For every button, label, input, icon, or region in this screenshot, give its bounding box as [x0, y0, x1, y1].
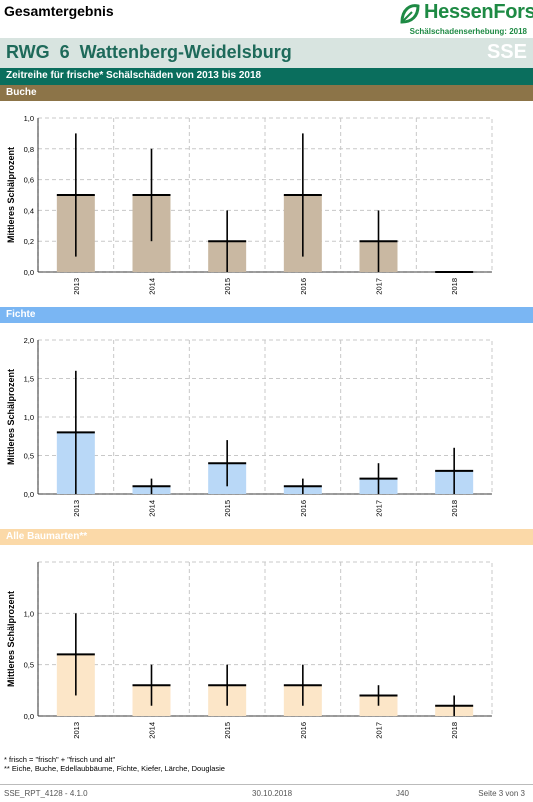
- x-tick-label: 2016: [299, 500, 308, 517]
- survey-label: Schälschadenserhebung: 2018: [409, 27, 527, 36]
- y-tick-label: 0,2: [24, 237, 34, 246]
- section-label: Fichte: [6, 309, 36, 320]
- y-tick-label: 0,6: [24, 176, 34, 185]
- footer-date: 30.10.2018: [252, 789, 293, 798]
- section-label: Buche: [6, 87, 37, 98]
- logo-text: HessenForst: [424, 1, 533, 23]
- x-tick-label: 2018: [450, 278, 459, 295]
- section-bar-fichte: Fichte: [0, 307, 533, 323]
- y-tick-label: 1,5: [24, 375, 34, 384]
- x-tick-label: 2015: [223, 278, 232, 295]
- section-label: Alle Baumarten**: [6, 531, 88, 542]
- y-axis-label: Mittleres Schälprozent: [6, 591, 16, 687]
- y-tick-label: 0,8: [24, 145, 34, 154]
- x-tick-label: 2013: [72, 722, 81, 739]
- x-tick-label: 2013: [72, 278, 81, 295]
- footnotes: * frisch = "frisch" + "frisch und alt" *…: [4, 755, 225, 773]
- region-title: RWG 6 Wattenberg-Weidelsburg: [6, 42, 292, 62]
- footer: SSE_RPT_4128 - 4.1.0 30.10.2018 J40 Seit…: [0, 786, 533, 802]
- x-tick-label: 2015: [223, 722, 232, 739]
- x-tick-label: 2017: [375, 278, 384, 295]
- y-tick-label: 0,0: [24, 490, 34, 499]
- subtitle-bar: Zeitreihe für frische* Schälschäden von …: [0, 68, 533, 85]
- y-axis-label: Mittleres Schälprozent: [6, 369, 16, 465]
- y-tick-label: 2,0: [24, 336, 34, 345]
- y-tick-label: 0,4: [24, 206, 34, 215]
- y-tick-label: 1,0: [24, 413, 34, 422]
- footnote-frisch: * frisch = "frisch" + "frisch und alt": [4, 755, 116, 764]
- footnote-baumarten: ** Eiche, Buche, Edellaubbäume, Fichte, …: [4, 764, 225, 773]
- footer-code: J40: [396, 789, 409, 798]
- sse-badge: SSE: [486, 41, 527, 63]
- footer-divider: [0, 784, 533, 785]
- subtitle: Zeitreihe für frische* Schälschäden von …: [6, 70, 262, 81]
- x-tick-label: 2016: [299, 278, 308, 295]
- x-tick-label: 2018: [450, 722, 459, 739]
- y-tick-label: 0,5: [24, 452, 34, 461]
- page-title: Gesamtergebnis: [4, 3, 114, 19]
- x-tick-label: 2018: [450, 500, 459, 517]
- x-tick-label: 2016: [299, 722, 308, 739]
- x-tick-label: 2017: [375, 500, 384, 517]
- section-bar-alle-baumarten: Alle Baumarten**: [0, 529, 533, 545]
- footer-report: SSE_RPT_4128 - 4.1.0: [4, 789, 88, 798]
- footer-page: Seite 3 von 3: [478, 789, 525, 798]
- region-bar: RWG 6 Wattenberg-Weidelsburg SSE: [0, 38, 533, 68]
- chart-alle-baumarten: 0,0 0,5 1,0 Mittleres Schälprozent 2013 2014 2…: [6, 561, 493, 739]
- y-tick-label: 1,0: [24, 609, 34, 618]
- x-tick-label: 2013: [72, 500, 81, 517]
- chart-fichte: 0,0 0,5 1,0 1,5 2,0 Mittleres Schälprozent 201…: [6, 336, 493, 517]
- y-tick-label: 0,0: [24, 712, 34, 721]
- x-tick-label: 2014: [148, 500, 157, 517]
- y-tick-label: 1,0: [24, 114, 34, 123]
- x-tick-label: 2015: [223, 500, 232, 517]
- x-tick-label: 2017: [375, 722, 384, 739]
- section-bar-buche: Buche: [0, 85, 533, 101]
- x-tick-label: 2014: [148, 278, 157, 295]
- y-axis-label: Mittleres Schälprozent: [6, 147, 16, 243]
- y-tick-label: 0,5: [24, 661, 34, 670]
- x-tick-label: 2014: [148, 722, 157, 739]
- chart-buche: 0,0 0,2 0,4 0,6 0,8 1,0 Mittleres Schälprozent…: [6, 114, 493, 295]
- y-tick-label: 0,0: [24, 268, 34, 277]
- hessenforst-leaf-icon: [400, 4, 420, 24]
- hessenforst-logo: HessenForst: [398, 1, 533, 27]
